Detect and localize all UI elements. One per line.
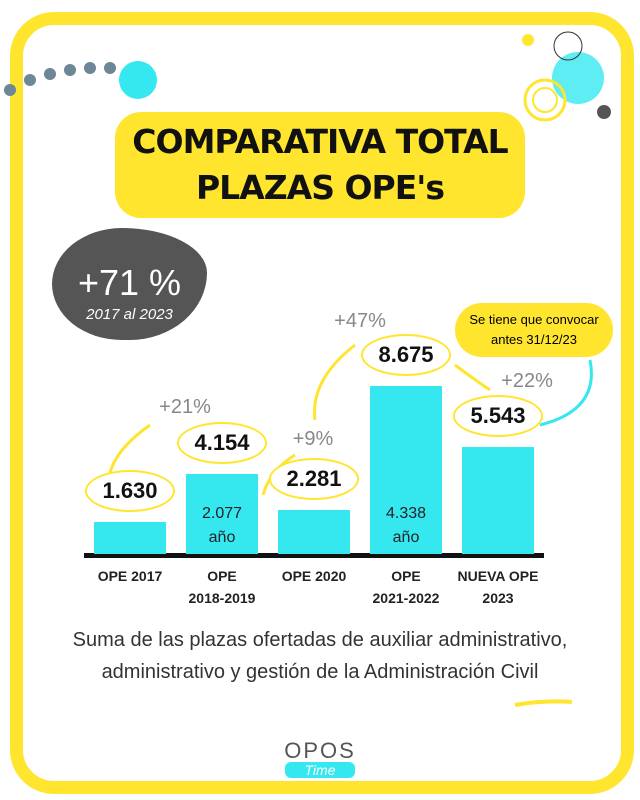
growth-label: +47% [334,310,386,332]
callout: Se tiene que convocar antes 31/12/23 [455,303,613,357]
highlight-value: +71 % [77,262,182,303]
x-tick-label: OPE 2017 [97,568,163,584]
highlight-blob [52,228,207,340]
bar [94,522,166,554]
footnote: Suma de las plazas ofertadas de auxiliar… [72,629,568,683]
brand-tagline: Time [285,762,355,778]
brand-name: OPOS [284,738,356,763]
value-label: 2.281 [269,457,359,500]
title: COMPARATIVA TOTAL PLAZAS OPE's [115,112,525,218]
frame [10,12,634,794]
bar-note: 4.338 año [385,505,427,546]
bar [278,509,350,554]
growth-label: +9% [292,428,334,450]
highlight-label: 2017 al 2023 [86,306,173,323]
x-tick-label: OPE 2020 [281,568,347,584]
value-label: 4.154 [177,421,267,464]
bar [462,446,534,554]
value-label: 1.630 [85,470,175,513]
growth-label: +21% [159,396,211,418]
bar [370,386,442,554]
value-label: 8.675 [361,334,451,376]
x-tick-label: NUEVA OPE 2023 [457,568,539,606]
bar-note: 2.077 año [201,505,243,546]
growth-label: +22% [501,370,553,392]
x-tick-label: OPE 2021-2022 [372,568,440,606]
x-tick-label: OPE 2018-2019 [188,568,256,606]
bar [186,473,258,554]
value-label: 5.543 [453,394,543,437]
